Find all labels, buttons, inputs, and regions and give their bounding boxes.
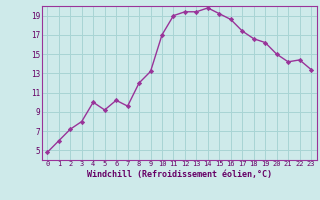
X-axis label: Windchill (Refroidissement éolien,°C): Windchill (Refroidissement éolien,°C) — [87, 170, 272, 179]
